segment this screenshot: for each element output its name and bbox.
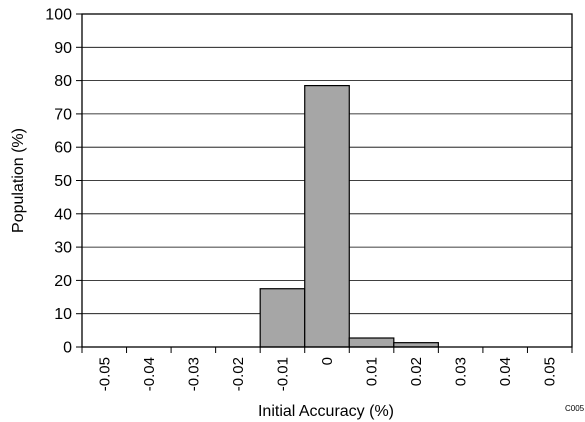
x-tick-label: -0.04: [141, 357, 158, 391]
y-tick-label: 10: [54, 306, 72, 323]
x-tick-label: -0.02: [230, 357, 247, 391]
y-tick-label: 80: [54, 73, 72, 90]
x-tick-label: 0.01: [364, 357, 381, 386]
y-tick-label: 0: [63, 340, 72, 357]
histogram-bar: [259, 288, 306, 348]
x-tick-label: 0.03: [453, 357, 470, 386]
y-tick-label: 70: [54, 106, 72, 123]
y-tick-label: 100: [45, 7, 72, 24]
x-tick-label: 0.05: [542, 357, 559, 386]
y-axis-label: Population (%): [10, 128, 27, 233]
histogram-bar: [348, 337, 395, 348]
y-tick-label: 90: [54, 40, 72, 57]
y-tick-label: 40: [54, 206, 72, 223]
y-tick-label: 60: [54, 140, 72, 157]
y-tick-label: 50: [54, 173, 72, 190]
histogram-bars: [259, 84, 439, 348]
y-tick-label: 30: [54, 240, 72, 257]
x-tick-label: -0.01: [274, 357, 291, 391]
x-tick-label: -0.05: [96, 357, 113, 391]
figure-id: C005: [565, 404, 585, 413]
x-tick-label: 0.02: [408, 357, 425, 386]
x-tick-label: 0: [319, 357, 336, 365]
x-tick-label: 0.04: [497, 357, 514, 386]
x-axis-label: Initial Accuracy (%): [258, 403, 394, 420]
histogram-bar: [304, 84, 350, 348]
x-axis-ticks: -0.05 -0.04 -0.03 -0.02 -0.01 0 0.01 0.02 0.03 0.…: [81, 347, 573, 391]
y-axis-ticks: 0 10 20 30 40 50 60 70 80 90 100: [45, 7, 82, 357]
y-tick-label: 20: [54, 273, 72, 290]
x-tick-label: -0.03: [185, 357, 202, 391]
